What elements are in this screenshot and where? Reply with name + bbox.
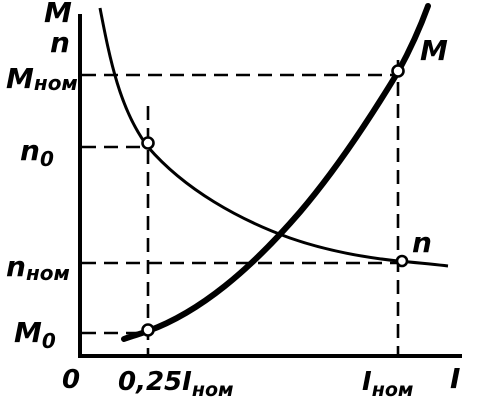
n-nom-point-marker [395, 254, 409, 268]
nominal-current-tick-label: Iном [362, 367, 413, 401]
speed-curve [98, 7, 449, 268]
n-nom-tick-label: nном [6, 250, 70, 285]
y-axis-label-top: M [44, 0, 72, 29]
speed-curve-label: n [412, 226, 432, 259]
n0-point-marker [141, 136, 155, 150]
m0-tick-label: M0 [14, 316, 56, 353]
m-nom-point-marker [391, 64, 405, 78]
n0-tick-label: n0 [20, 134, 54, 171]
y-axis-label-bottom: n [50, 26, 70, 59]
quarter-current-tick-label: 0,25Iном [118, 367, 234, 401]
torque-curve [121, 3, 431, 342]
m0-point-marker [141, 323, 155, 337]
x-axis-label: I [450, 362, 460, 395]
m-nom-tick-label: Mном [6, 62, 78, 95]
torque-curve-label: M [420, 34, 448, 67]
origin-label: 0 [62, 365, 80, 395]
